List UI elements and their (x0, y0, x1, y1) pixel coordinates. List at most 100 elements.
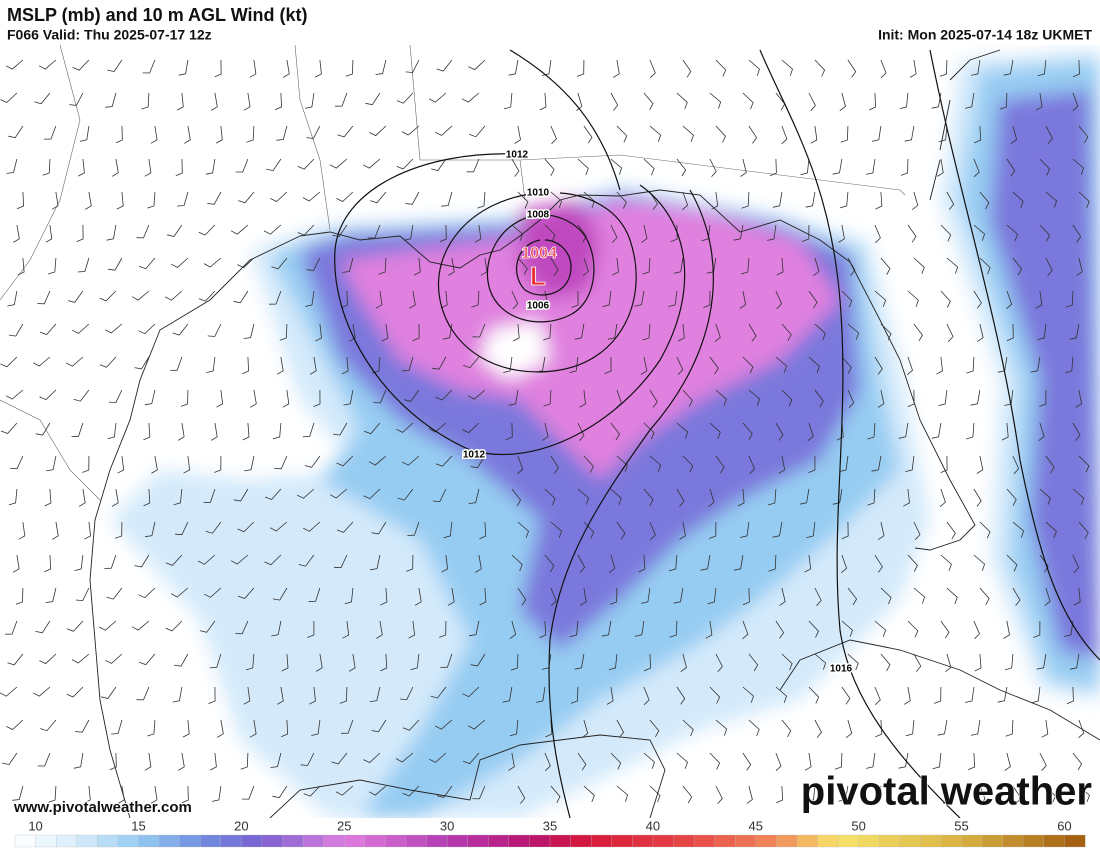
wind-barb (668, 554, 678, 572)
wind-barb (973, 620, 980, 640)
wind-barb (709, 422, 721, 440)
wind-barb (847, 59, 857, 78)
colorbar-swatch (508, 834, 530, 848)
wind-barb (402, 455, 420, 466)
wind-barb (1078, 455, 1090, 473)
wind-barb (577, 422, 585, 441)
wind-barb (178, 59, 189, 76)
wind-barb (241, 785, 255, 800)
wind-barb (616, 719, 625, 738)
wind-barb (604, 356, 612, 374)
wind-barb (737, 488, 745, 507)
colorbar-swatch (714, 834, 736, 848)
wind-barb (979, 191, 990, 210)
map-title: MSLP (mb) and 10 m AGL Wind (kt) (7, 5, 308, 25)
colorbar-swatch (179, 834, 201, 848)
wind-barb (583, 455, 594, 473)
wind-barb (709, 92, 722, 109)
wind-barb (1005, 719, 1014, 737)
wind-barb (509, 719, 519, 737)
wind-barb (642, 323, 651, 341)
wind-barb (1012, 521, 1025, 538)
wind-barb (66, 620, 84, 632)
wind-barb (808, 455, 816, 473)
wind-barb (772, 521, 783, 538)
wind-barb (337, 125, 354, 138)
wind-barb (167, 224, 183, 237)
wind-barb (44, 488, 52, 507)
wind-barb (363, 488, 381, 500)
wind-barb (368, 785, 387, 796)
wind-barb (939, 59, 948, 77)
wind-barb (634, 620, 645, 637)
wind-barb (270, 191, 288, 202)
wind-barb (107, 422, 117, 440)
wind-barb (867, 488, 876, 506)
wind-barb (942, 785, 950, 804)
wind-barb (48, 785, 57, 803)
wind-barb (649, 389, 658, 408)
wind-barb (867, 422, 876, 440)
wind-barb (1064, 356, 1074, 374)
colorbar-swatch (426, 834, 448, 848)
wind-barb (517, 257, 528, 275)
wind-barb (767, 224, 777, 241)
wind-barb (203, 488, 216, 503)
wind-barb (539, 620, 547, 639)
wind-barb (838, 224, 845, 243)
wind-barb (898, 752, 909, 769)
colorbar-swatch (632, 834, 654, 848)
wind-barb (264, 488, 282, 500)
wind-barb (105, 92, 117, 108)
wind-barb (198, 554, 216, 565)
wind-barb (638, 554, 646, 573)
wind-barb (233, 290, 249, 304)
wind-barb (841, 620, 853, 637)
wind-barb (806, 521, 816, 539)
wind-barb (205, 521, 222, 534)
wind-barb (99, 290, 117, 302)
wind-barb (676, 422, 689, 439)
wind-barb (907, 389, 915, 407)
wind-barb (134, 356, 150, 370)
wind-barb (1006, 290, 1013, 310)
wind-barb (733, 554, 744, 571)
wind-barb (772, 191, 783, 208)
wind-barb (471, 290, 480, 308)
wind-barb (309, 356, 317, 375)
wind-barb (1069, 323, 1080, 340)
wind-barb (577, 158, 589, 176)
header-bar (0, 0, 1100, 45)
wind-barb (272, 587, 288, 601)
wind-barb (111, 488, 119, 507)
wind-barb (779, 587, 786, 606)
website: www.pivotalweather.com (13, 799, 192, 816)
wind-barb (866, 752, 876, 769)
wind-barb (571, 290, 579, 308)
wind-barb (43, 125, 57, 140)
wind-barb (781, 125, 788, 145)
wind-barb (37, 752, 51, 767)
wind-barb (1078, 125, 1089, 144)
wind-barb (907, 224, 917, 243)
wind-barb (904, 686, 911, 705)
wind-barb (581, 719, 589, 739)
wind-barb (676, 158, 687, 177)
wind-barb (814, 323, 826, 341)
wind-barb (339, 686, 348, 704)
wind-barb (778, 455, 786, 474)
wind-barb (5, 389, 24, 400)
wind-barb (144, 389, 156, 406)
wind-barb (109, 752, 117, 771)
wind-barb (709, 521, 717, 539)
wind-barb (380, 587, 388, 606)
wind-barb (748, 125, 758, 144)
wind-barb (212, 785, 222, 802)
wind-barb (1033, 620, 1041, 638)
wind-barb (1031, 686, 1041, 704)
wind-barb (832, 158, 843, 175)
wind-barb (329, 158, 348, 169)
wind-barb (375, 290, 383, 309)
wind-barb (463, 356, 480, 369)
wind-barb (715, 389, 727, 406)
